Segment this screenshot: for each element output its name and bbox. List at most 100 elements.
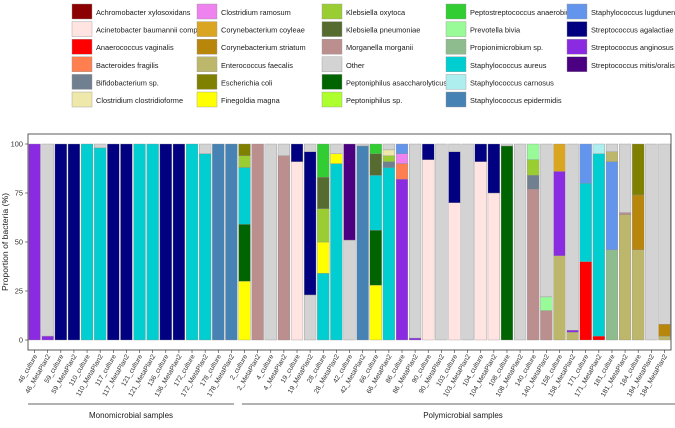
- bar-segment-streptococcus-agalactiae: [107, 143, 120, 341]
- bar-segment-prevotella-bivia: [540, 296, 553, 311]
- legend-label: Other: [346, 61, 365, 70]
- legend-item-escherichia-coli: Escherichia coli: [196, 74, 273, 90]
- legend-item-corynebacterium-coyleae: Corynebacterium coyleae: [196, 21, 305, 37]
- bar-segment-klebsiella-pneumoniae: [369, 153, 382, 176]
- legend-item-anaerococcus-vaginalis: Anaerococcus vaginalis: [71, 39, 174, 55]
- legend-item-peptostreptococcus-anaerobius: Peptostreptococcus anaerobius: [445, 3, 574, 20]
- bar-segment-streptococcus-agalactiae: [304, 151, 317, 296]
- legend-swatch: [321, 91, 343, 108]
- bar-136-culture: [159, 143, 172, 341]
- bar-segment-streptococcus-agalactiae: [67, 143, 81, 341]
- bar-103-culture: [448, 143, 461, 341]
- bar-segment-other: [435, 143, 448, 341]
- bar-4-culture: [264, 143, 277, 341]
- bar-42-metaplan2: [356, 143, 369, 341]
- bar-segment-streptococcus-anginosus: [553, 171, 566, 256]
- legend-swatch: [71, 21, 93, 37]
- legend-item-klebsiella-oxytoca: Klebsiella oxytoca: [321, 3, 406, 20]
- legend-swatch: [196, 39, 218, 55]
- legend-item-peptoniphilus-sp: Peptoniphilus sp.: [321, 91, 402, 108]
- legend-label: Morganella morganii: [346, 43, 413, 52]
- bar-segment-streptococcus-anginosus: [41, 335, 54, 341]
- bar-140-metaplan2: [540, 143, 553, 341]
- group-label: Polymicrobial samples: [423, 411, 503, 420]
- bar-segment-staphylococcus-lugdunensis: [579, 143, 592, 184]
- bar-segment-staphylococcus-epidermidis: [225, 143, 238, 341]
- legend-item-streptococcus-agalactiae: Streptococcus agalactiae: [566, 21, 674, 37]
- bar-19-metaplan2: [304, 143, 317, 341]
- bar-segment-other: [304, 294, 317, 341]
- bar-segment-other: [343, 239, 356, 341]
- bar-171-culture: [579, 143, 592, 341]
- legend-swatch: [445, 3, 467, 20]
- bar-117-metaplan2: [120, 143, 133, 341]
- bar-segment-other: [409, 143, 422, 339]
- bar-segment-other: [448, 143, 461, 153]
- bar-segment-other: [304, 143, 317, 153]
- legend-label: Acinetobacter baumannii complex: [96, 26, 207, 35]
- bar-segment-streptococcus-anginosus: [409, 337, 422, 341]
- bar-segment-streptococcus-mitis-oralis: [343, 143, 356, 241]
- bar-segment-propionimicrobium-sp: [605, 249, 619, 341]
- bar-segment-other: [500, 143, 514, 147]
- bar-segment-staphylococcus-aureus: [369, 175, 382, 231]
- bar-181-metaplan2: [618, 143, 632, 341]
- bar-86-metaplan2: [409, 143, 422, 341]
- legend-item-streptococcus-anginosus: Streptococcus anginosus: [566, 39, 674, 55]
- bar-172-culture: [185, 143, 199, 341]
- legend-label: Streptococcus anginosus: [591, 43, 674, 52]
- legend-swatch: [196, 74, 218, 90]
- bar-2-metaplan2: [251, 143, 264, 341]
- bar-segment-enterococcus-faecalis: [605, 151, 619, 162]
- legend-label: Peptostreptococcus anaerobius: [470, 8, 574, 17]
- bar-158-metaplan2: [566, 143, 579, 341]
- legend-swatch: [445, 74, 467, 90]
- bar-184-metaplan2: [658, 143, 671, 341]
- legend-swatch: [566, 56, 588, 72]
- bar-segment-clostridium-ramosum: [395, 153, 409, 164]
- bar-segment-other: [199, 143, 212, 154]
- bar-136-metaplan2: [172, 143, 185, 341]
- bar-171-metaplan2: [592, 143, 605, 341]
- legend-label: Finegoldia magna: [221, 96, 281, 105]
- bar-segment-streptococcus-agalactiae: [487, 143, 500, 194]
- legend-label: Streptococcus mitis/oralis: [591, 61, 675, 70]
- bar-segment-staphylococcus-aureus: [185, 143, 199, 341]
- bar-158-culture: [553, 143, 566, 341]
- bar-segment-klebsiella-oxytoca: [527, 159, 540, 176]
- bar-segment-peptoniphilus-asaccharolyticus: [238, 224, 251, 282]
- bar-segment-other: [658, 143, 671, 325]
- bar-segment-enterococcus-faecalis: [658, 335, 671, 341]
- legend-label: Staphylococcus lugdunensis: [591, 8, 675, 17]
- bar-46-metaplan2: [41, 143, 54, 341]
- bar-segment-klebsiella-pneumoniae: [317, 177, 330, 209]
- bar-segment-staphylococcus-aureus: [317, 273, 330, 341]
- bar-segment-other: [605, 143, 619, 153]
- bar-184-culture: [632, 143, 645, 341]
- bar-segment-acinetobacter-baumannii-complex: [487, 192, 500, 341]
- bar-segment-staphylococcus-aureus: [94, 147, 107, 341]
- legend-label: Achromobacter xylosoxidans: [96, 8, 191, 17]
- bar-4-metaplan2: [277, 143, 290, 341]
- y-tick-label: 0: [19, 336, 23, 345]
- legend-label: Enterococcus faecalis: [221, 61, 293, 70]
- bar-segment-escherichia-coli: [632, 143, 645, 196]
- bar-178-metaplan2: [225, 143, 238, 341]
- legend-swatch: [445, 91, 467, 108]
- legend-item-staphylococcus-carnosus: Staphylococcus carnosus: [445, 74, 554, 90]
- legend-label: Prevotella bivia: [470, 26, 521, 35]
- bar-segment-corynebacterium-coyleae: [553, 143, 566, 172]
- legend-label: Peptoniphilus asaccharolyticus: [346, 78, 447, 87]
- bar-19-culture: [290, 143, 304, 341]
- bar-segment-other: [382, 143, 395, 151]
- legend-label: Corynebacterium coyleae: [221, 26, 305, 35]
- bar-segment-bifidobacterium-sp: [527, 175, 540, 190]
- bar-segment-staphylococcus-aureus: [330, 163, 343, 341]
- bar-46-culture: [28, 143, 41, 341]
- legend-swatch: [566, 21, 588, 37]
- bar-90-metaplan2: [435, 143, 448, 341]
- bar-184-metaplan2: [645, 143, 658, 341]
- bar-segment-finegoldia-magna: [369, 284, 382, 341]
- legend-item-staphylococcus-lugdunensis: Staphylococcus lugdunensis: [566, 3, 675, 20]
- bar-segment-staphylococcus-aureus: [592, 153, 605, 337]
